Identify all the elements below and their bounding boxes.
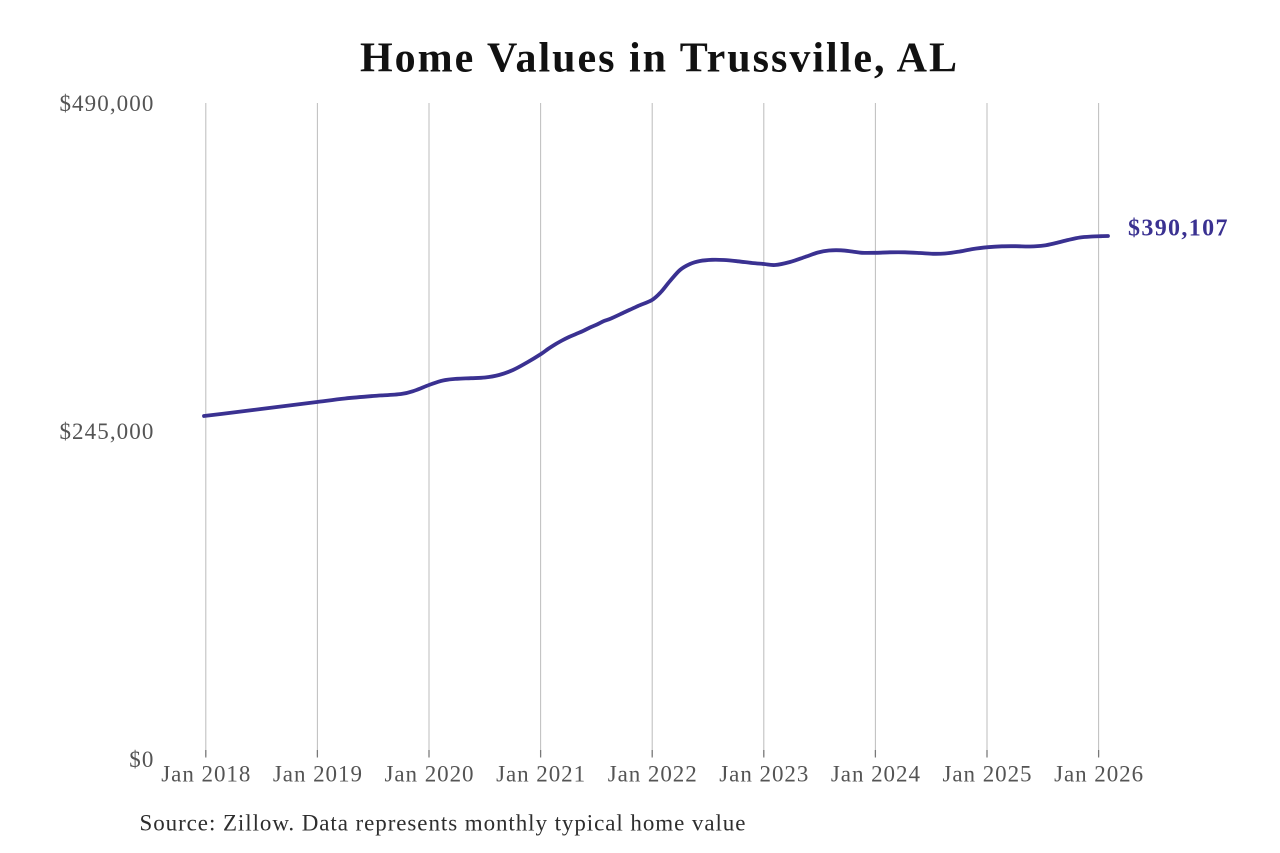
svg-text:Jan 2026: Jan 2026 [1054,762,1144,787]
svg-text:$0: $0 [129,747,154,772]
svg-text:Jan 2024: Jan 2024 [831,762,921,787]
svg-text:$490,000: $490,000 [59,91,154,116]
svg-text:Source: Zillow. Data represent: Source: Zillow. Data represents monthly … [140,811,747,836]
svg-text:Jan 2020: Jan 2020 [384,762,474,787]
svg-text:Jan 2021: Jan 2021 [496,762,586,787]
svg-text:Jan 2018: Jan 2018 [161,762,251,787]
svg-text:$390,107: $390,107 [1128,216,1229,242]
svg-text:Jan 2022: Jan 2022 [608,762,698,787]
svg-text:$245,000: $245,000 [59,419,154,444]
svg-text:Jan 2025: Jan 2025 [942,762,1032,787]
svg-text:Jan 2019: Jan 2019 [273,762,363,787]
svg-text:Jan 2023: Jan 2023 [719,762,809,787]
svg-text:Home Values in Trussville, AL: Home Values in Trussville, AL [360,36,959,82]
